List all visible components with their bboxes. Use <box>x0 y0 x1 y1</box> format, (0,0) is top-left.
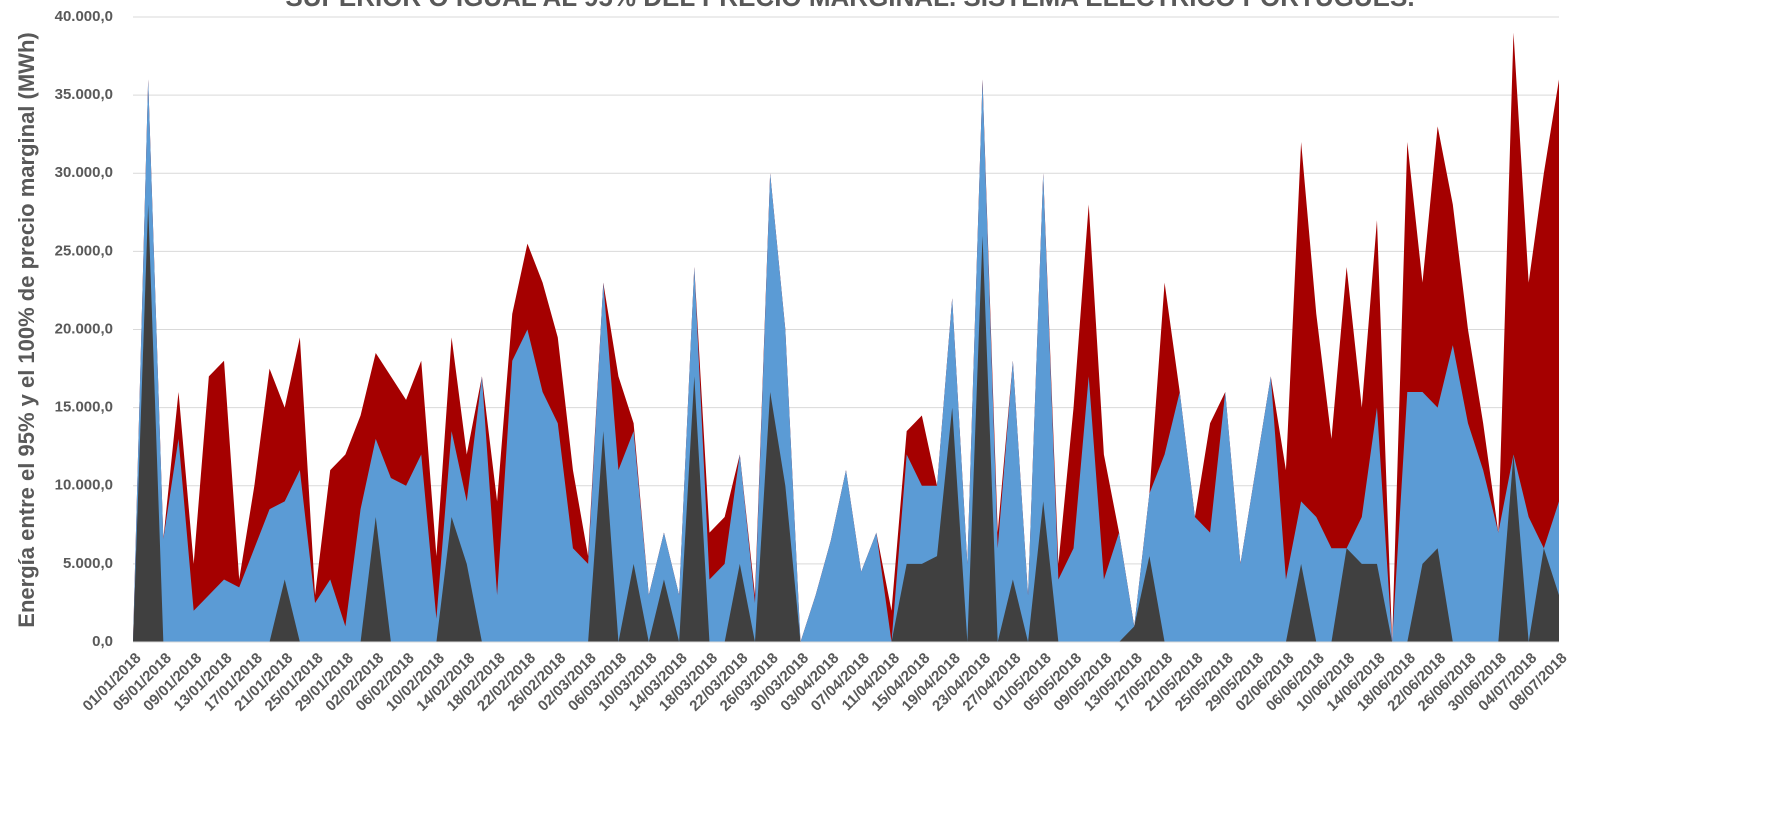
area <box>133 204 1559 642</box>
y-tick-label: 35.000,0 <box>55 86 113 103</box>
chart-title: SUPERIOR O IGUAL AL 95% DEL PRECIO MARGI… <box>285 0 1414 12</box>
area <box>133 79 1559 642</box>
y-axis-title: Energía entre el 95% y el 100% de precio… <box>14 32 39 627</box>
y-tick-label: 10.000,0 <box>55 477 113 494</box>
y-tick-label: 0,0 <box>92 633 113 650</box>
y-tick-label: 15.000,0 <box>55 399 113 416</box>
y-tick-label: 40.000,0 <box>55 8 113 25</box>
y-tick-label: 30.000,0 <box>55 164 113 181</box>
y-tick-label: 25.000,0 <box>55 242 113 259</box>
y-tick-label: 20.000,0 <box>55 320 113 337</box>
y-tick-label: 5.000,0 <box>63 555 113 572</box>
